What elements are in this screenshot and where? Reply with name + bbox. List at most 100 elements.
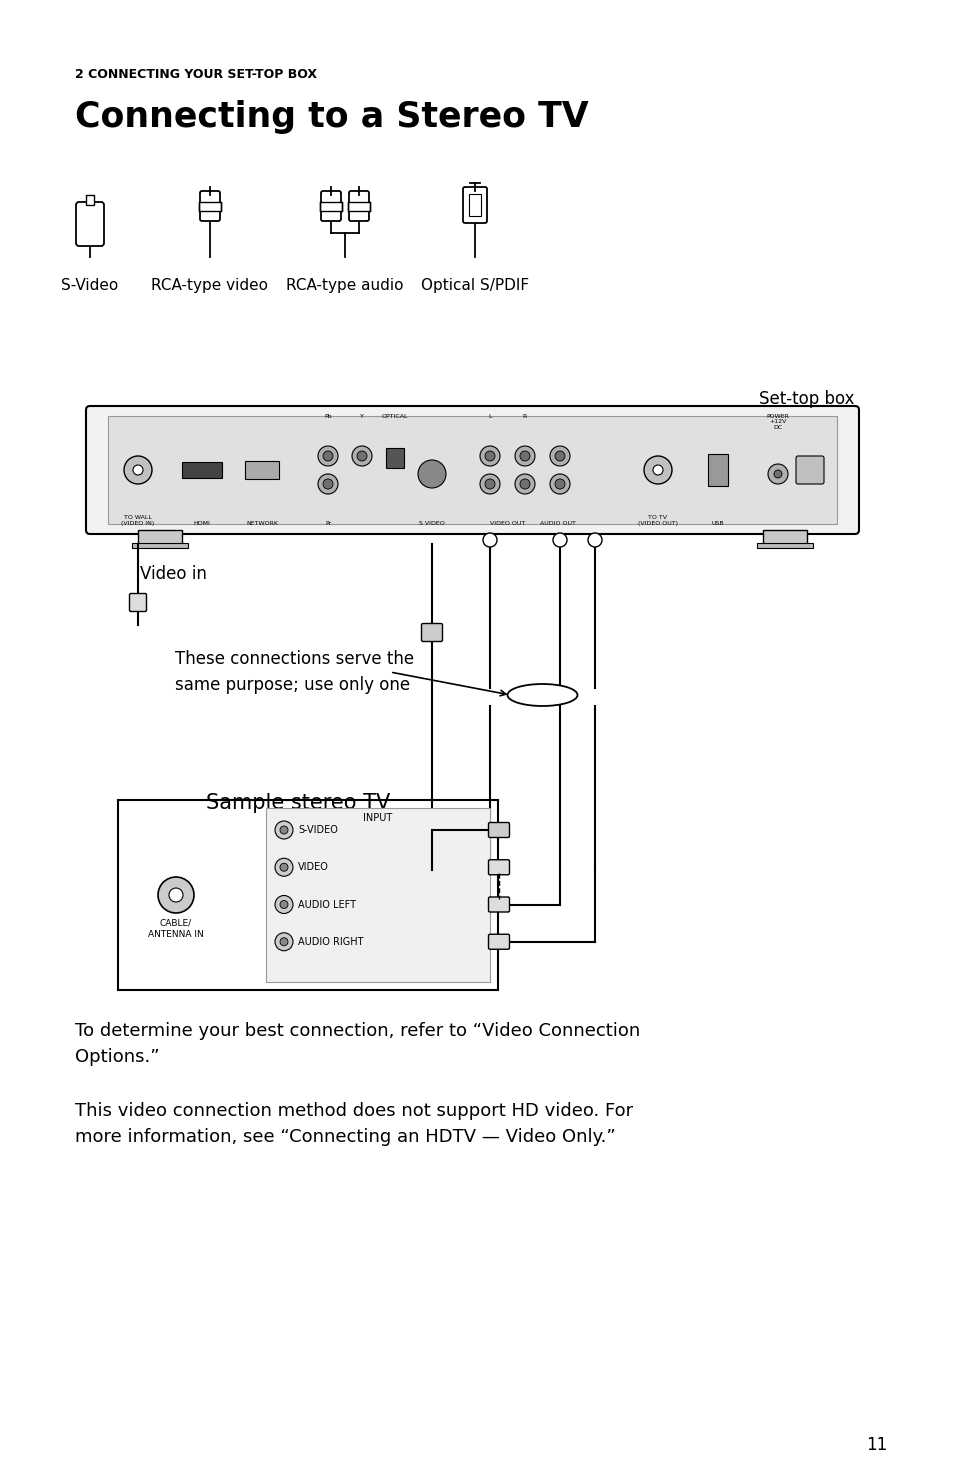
Text: Pr: Pr [325, 521, 331, 527]
Circle shape [323, 479, 333, 490]
Text: Video in: Video in [140, 565, 207, 583]
Text: S-Video: S-Video [61, 277, 118, 294]
Circle shape [280, 901, 288, 909]
Text: Set-top box: Set-top box [759, 389, 854, 409]
Circle shape [519, 479, 530, 490]
FancyBboxPatch shape [795, 456, 823, 484]
FancyBboxPatch shape [386, 448, 403, 468]
Circle shape [274, 858, 293, 876]
Circle shape [643, 456, 671, 484]
Text: INPUT: INPUT [363, 813, 393, 823]
Circle shape [274, 822, 293, 839]
Text: S VIDEO: S VIDEO [418, 521, 444, 527]
Circle shape [158, 878, 193, 913]
Circle shape [587, 532, 601, 547]
FancyBboxPatch shape [200, 190, 220, 221]
Circle shape [417, 460, 446, 488]
FancyBboxPatch shape [76, 202, 104, 246]
FancyBboxPatch shape [349, 190, 369, 221]
Circle shape [484, 451, 495, 462]
Text: NETWORK: NETWORK [246, 521, 277, 527]
Text: HDMI: HDMI [193, 521, 211, 527]
Circle shape [479, 473, 499, 494]
Circle shape [280, 826, 288, 833]
Text: AUDIO OUT: AUDIO OUT [539, 521, 575, 527]
FancyBboxPatch shape [488, 860, 509, 875]
Bar [108, 416, 836, 524]
FancyBboxPatch shape [130, 593, 147, 612]
FancyBboxPatch shape [86, 195, 94, 205]
Circle shape [519, 451, 530, 462]
Circle shape [482, 532, 497, 547]
Bar [469, 195, 480, 215]
Bar [132, 543, 188, 549]
Text: Optical S/PDIF: Optical S/PDIF [420, 277, 529, 294]
Text: R: R [522, 414, 527, 419]
Text: TO WALL
(VIDEO IN): TO WALL (VIDEO IN) [121, 515, 154, 527]
FancyBboxPatch shape [488, 934, 509, 950]
Circle shape [555, 451, 564, 462]
Text: RCA-type audio: RCA-type audio [286, 277, 403, 294]
Circle shape [317, 445, 337, 466]
Circle shape [484, 479, 495, 490]
Text: CABLE/
ANTENNA IN: CABLE/ ANTENNA IN [148, 919, 204, 940]
Circle shape [767, 465, 787, 484]
Circle shape [515, 473, 535, 494]
Bar [762, 530, 806, 544]
Text: VIDEO OUT: VIDEO OUT [489, 521, 524, 527]
Circle shape [553, 532, 566, 547]
Circle shape [550, 473, 569, 494]
Text: OPTICAL: OPTICAL [381, 414, 408, 419]
Circle shape [356, 451, 367, 462]
Circle shape [479, 445, 499, 466]
Text: TO TV
(VIDEO OUT): TO TV (VIDEO OUT) [638, 515, 678, 527]
Text: VIDEO: VIDEO [297, 863, 329, 872]
Text: AUDIO LEFT: AUDIO LEFT [297, 900, 355, 910]
FancyBboxPatch shape [488, 897, 509, 912]
Circle shape [555, 479, 564, 490]
Circle shape [515, 445, 535, 466]
Circle shape [652, 465, 662, 475]
FancyBboxPatch shape [182, 462, 222, 478]
Text: Connecting to a Stereo TV: Connecting to a Stereo TV [75, 100, 588, 134]
Text: POWER
+12V
DC: POWER +12V DC [766, 414, 789, 429]
FancyBboxPatch shape [245, 462, 278, 479]
Text: RCA-type video: RCA-type video [152, 277, 268, 294]
Text: L: L [488, 414, 491, 419]
Text: 11: 11 [865, 1437, 886, 1454]
FancyBboxPatch shape [421, 624, 442, 642]
Text: Pb: Pb [324, 414, 332, 419]
Circle shape [274, 895, 293, 913]
Text: 2 CONNECTING YOUR SET-TOP BOX: 2 CONNECTING YOUR SET-TOP BOX [75, 68, 316, 81]
Bar [757, 543, 812, 549]
Text: To determine your best connection, refer to “Video Connection
Options.”: To determine your best connection, refer… [75, 1022, 639, 1066]
Bar [266, 808, 490, 982]
Bar [348, 202, 370, 211]
Bar [319, 202, 341, 211]
FancyBboxPatch shape [488, 823, 509, 838]
Text: AUDIO RIGHT: AUDIO RIGHT [297, 937, 363, 947]
Ellipse shape [507, 684, 577, 707]
Circle shape [352, 445, 372, 466]
Circle shape [550, 445, 569, 466]
Circle shape [274, 932, 293, 951]
Circle shape [280, 863, 288, 872]
FancyBboxPatch shape [707, 454, 727, 485]
Circle shape [280, 938, 288, 945]
FancyBboxPatch shape [462, 187, 486, 223]
Text: S-VIDEO: S-VIDEO [297, 825, 337, 835]
Text: These connections serve the
same purpose; use only one: These connections serve the same purpose… [174, 650, 414, 693]
Circle shape [124, 456, 152, 484]
Circle shape [317, 473, 337, 494]
Circle shape [169, 888, 183, 903]
Circle shape [323, 451, 333, 462]
Text: This video connection method does not support HD video. For
more information, se: This video connection method does not su… [75, 1102, 633, 1146]
FancyBboxPatch shape [86, 406, 858, 534]
Text: Sample stereo TV: Sample stereo TV [206, 794, 390, 813]
Circle shape [132, 465, 143, 475]
FancyBboxPatch shape [320, 190, 340, 221]
Circle shape [773, 471, 781, 478]
Bar [199, 202, 221, 211]
Bar [118, 799, 497, 990]
Text: Y: Y [359, 414, 363, 419]
